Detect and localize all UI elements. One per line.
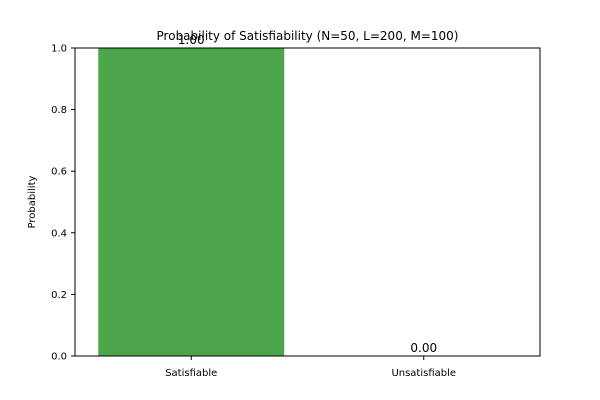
- y-axis-label: Probability: [27, 175, 38, 228]
- y-tick-label: 0.8: [51, 105, 67, 116]
- y-tick-label: 0.0: [51, 352, 67, 363]
- x-tick-label-unsatisfiable: Unsatisfiable: [391, 368, 456, 379]
- x-axis: Satisfiable Unsatisfiable: [165, 356, 456, 379]
- chart-title: Probability of Satisfiability (N=50, L=2…: [157, 29, 459, 43]
- y-tick-label: 0.4: [51, 228, 67, 239]
- data-labels-group: 1.00 0.00: [178, 33, 437, 355]
- x-tick-label-satisfiable: Satisfiable: [165, 368, 217, 379]
- y-axis: 0.0 0.2 0.4 0.6 0.8 1.0: [51, 44, 75, 363]
- y-tick-label: 0.6: [51, 167, 67, 178]
- data-label-unsatisfiable: 0.00: [410, 341, 437, 355]
- data-label-satisfiable: 1.00: [178, 33, 205, 47]
- bar-satisfiable: [98, 48, 285, 356]
- bars-group: [98, 48, 285, 356]
- plot-frame: [74, 47, 541, 357]
- y-tick-label: 1.0: [51, 44, 67, 55]
- y-tick-label: 0.2: [51, 290, 67, 301]
